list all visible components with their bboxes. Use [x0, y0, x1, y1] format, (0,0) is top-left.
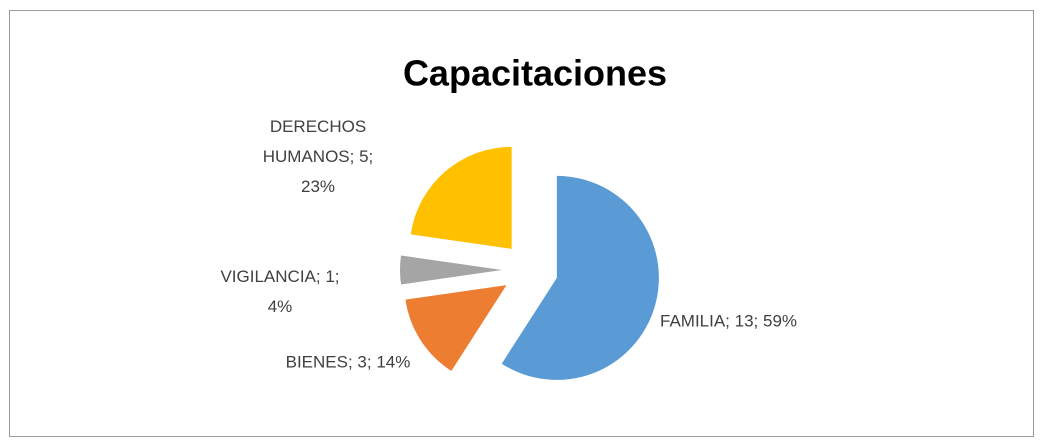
data-label: FAMILIA; 13; 59% [660, 311, 797, 330]
data-label: DERECHOS HUMANOS; 5; 23% [263, 117, 374, 196]
pie-slice: DERECHOS HUMANOS [410, 146, 512, 249]
data-label: VIGILANCIA; 1; 4% [220, 267, 339, 316]
chart-title: Capacitaciones [403, 53, 667, 94]
data-label: BIENES; 3; 14% [286, 352, 411, 371]
pie-slice: BIENES [405, 285, 507, 371]
pie-slice: VIGILANCIA [400, 255, 502, 285]
pie-slice: FAMILIA [501, 175, 659, 380]
